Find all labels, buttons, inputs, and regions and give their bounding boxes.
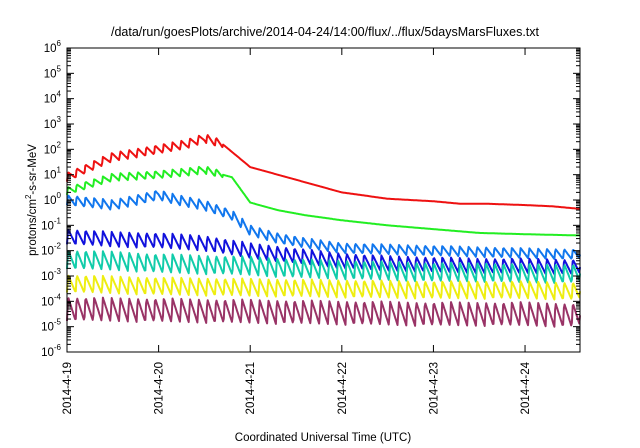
y-axis-label-rest: -s-sr-MeV bbox=[27, 144, 39, 195]
series-line-1 bbox=[66, 134, 581, 210]
x-tick-label: 2014-4-20 bbox=[154, 362, 166, 414]
y-tick-label: 10-3 bbox=[41, 267, 61, 283]
y-tick-label: 105 bbox=[44, 64, 62, 80]
y-tick-label: 10-2 bbox=[41, 242, 61, 258]
series-line-4 bbox=[66, 229, 581, 276]
y-tick-label: 10-6 bbox=[41, 343, 61, 359]
x-tick-label: 2014-4-21 bbox=[245, 362, 257, 414]
x-tick-label: 2014-4-22 bbox=[337, 362, 349, 414]
y-tick-label: 10-4 bbox=[41, 292, 61, 308]
x-axis-label: Coordinated Universal Time (UTC) bbox=[235, 432, 412, 444]
y-tick-label: 102 bbox=[44, 140, 62, 156]
series-line-3 bbox=[66, 190, 581, 260]
x-tick-label: 2014-4-24 bbox=[520, 361, 532, 414]
y-axis-label-sup: 2 bbox=[24, 194, 33, 199]
series-line-7 bbox=[66, 296, 581, 328]
x-tick-label: 2014-4-23 bbox=[428, 362, 440, 414]
series-line-2 bbox=[66, 165, 581, 237]
y-tick-label: 104 bbox=[44, 90, 62, 106]
y-tick-label: 10-1 bbox=[41, 216, 61, 232]
series-line-5 bbox=[66, 250, 581, 284]
series-layer bbox=[66, 134, 581, 328]
y-axis-label-base: protons/cm bbox=[27, 199, 39, 256]
y-axis-ticks: 10-6 10-5 10-4 10-3 10-2 10-1 100 101 102 103 104 1… bbox=[41, 39, 580, 359]
x-axis-ticks: 2014-4-19 2014-4-20 2014-4-21 2014-4-22 2014… bbox=[62, 48, 532, 414]
y-tick-label: 100 bbox=[44, 191, 62, 207]
y-axis-label: protons/cm2-s-sr-MeV bbox=[24, 144, 39, 256]
y-tick-label: 103 bbox=[44, 115, 62, 131]
x-tick-label: 2014-4-19 bbox=[62, 362, 74, 414]
series-line-6 bbox=[66, 274, 581, 301]
y-tick-label: 101 bbox=[44, 166, 62, 182]
y-tick-label: 10-5 bbox=[41, 318, 61, 334]
chart-title: /data/run/goesPlots/archive/2014-04-24/1… bbox=[111, 25, 540, 39]
y-tick-label: 106 bbox=[44, 39, 62, 55]
